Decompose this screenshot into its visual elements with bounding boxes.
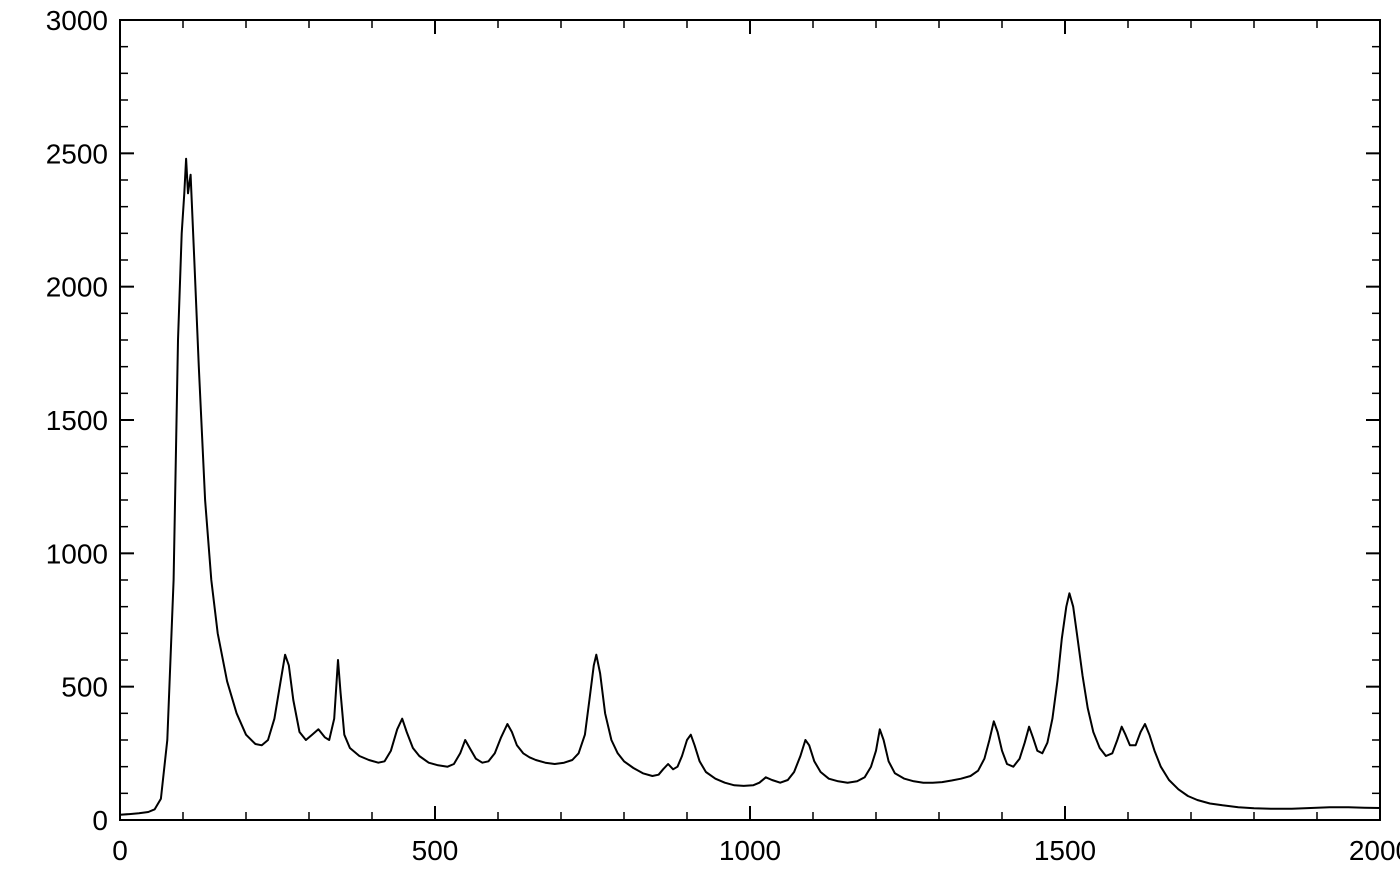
x-tick-label: 1000: [719, 835, 781, 866]
x-tick-label: 0: [112, 835, 128, 866]
y-tick-label: 1000: [46, 538, 108, 569]
x-tick-label: 2000: [1349, 835, 1400, 866]
y-tick-label: 500: [61, 672, 108, 703]
y-tick-label: 3000: [46, 5, 108, 36]
x-tick-label: 1500: [1034, 835, 1096, 866]
spectrum-chart: 0 500 1000 1500 2000 0 500 1000 1500 2000 2500 3000: [0, 0, 1400, 892]
y-tick-label: 1500: [46, 405, 108, 436]
chart-canvas: 0 500 1000 1500 2000 0 500 1000 1500 2000 2500 3000: [0, 0, 1400, 892]
x-tick-label: 500: [412, 835, 459, 866]
y-tick-label: 2000: [46, 272, 108, 303]
y-tick-label: 0: [92, 805, 108, 836]
y-tick-label: 2500: [46, 138, 108, 169]
